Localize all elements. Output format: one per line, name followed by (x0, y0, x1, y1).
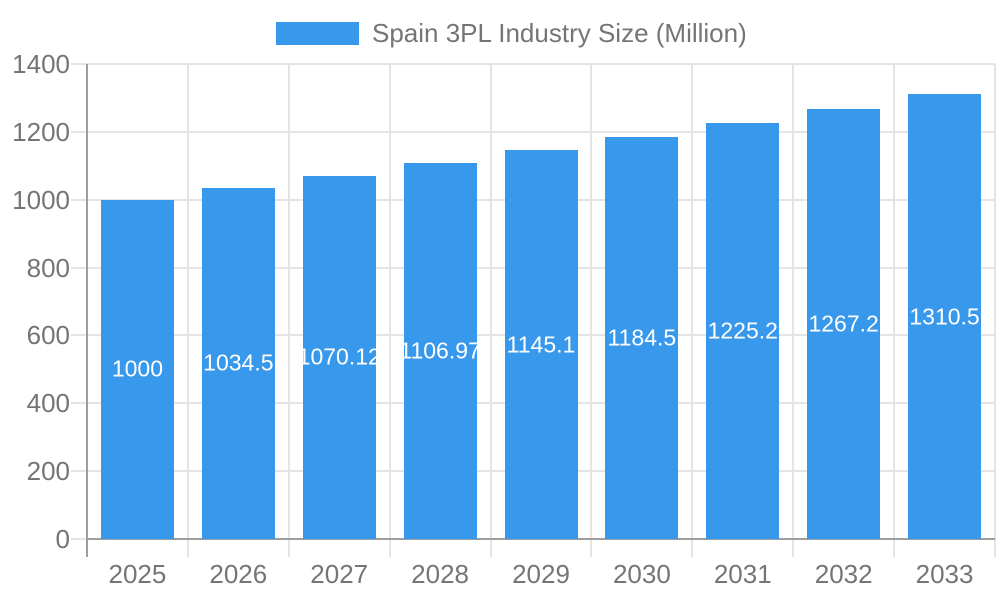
x-axis-tick-label: 2026 (209, 559, 268, 589)
x-axis-tick-label: 2029 (512, 559, 570, 589)
y-axis-tick-label: 400 (26, 388, 70, 419)
v-gridline (489, 64, 492, 557)
bar-value-label: 1070.12 (302, 343, 376, 370)
y-axis-tick-label: 1200 (12, 116, 70, 147)
bar-value-label: 1184.5 (607, 324, 677, 351)
legend-swatch-icon (276, 22, 359, 45)
x-axis-tick-label: 2031 (713, 559, 772, 589)
x-axis-tick-label: 2028 (411, 559, 470, 589)
h-gridline (71, 130, 995, 133)
x-axis-tick-label: 2027 (310, 559, 369, 589)
legend-series-label: Spain 3PL Industry Size (Million) (372, 18, 747, 48)
bar[interactable]: 1106.97 (403, 163, 477, 539)
y-axis-tick-label: 600 (26, 320, 70, 351)
x-axis-tick-label: 2032 (814, 559, 873, 589)
bar-value-label: 1267.2 (808, 310, 879, 337)
v-gridline (893, 64, 896, 557)
bar-value-label: 1000 (111, 355, 164, 382)
bar[interactable]: 1184.5 (605, 137, 679, 539)
bar-value-label: 1310.5 (909, 303, 980, 330)
bar-value-label: 1145.1 (506, 331, 576, 358)
v-gridline (287, 64, 290, 557)
chart-legend[interactable]: Spain 3PL Industry Size (Million) (276, 18, 747, 48)
x-axis-tick-label: 2030 (612, 559, 671, 589)
bar[interactable]: 1267.2 (807, 109, 881, 539)
h-gridline (71, 63, 995, 65)
bar[interactable]: 1000 (100, 199, 174, 539)
v-gridline (590, 64, 593, 557)
bar[interactable]: 1070.12 (302, 175, 376, 539)
x-axis-tick-label: 2025 (108, 559, 167, 589)
x-axis-line (87, 538, 995, 540)
bar[interactable]: 1310.5 (908, 94, 982, 539)
v-gridline (388, 64, 391, 557)
y-axis-tick-label: 800 (26, 252, 70, 283)
bar-value-label: 1225.2 (707, 317, 778, 344)
y-axis-tick-label: 200 (26, 456, 70, 487)
bar[interactable]: 1225.2 (706, 123, 780, 539)
v-gridline (186, 64, 189, 557)
v-gridline (994, 64, 996, 557)
bar-value-label: 1106.97 (403, 337, 477, 364)
x-axis-tick-label: 2033 (915, 559, 974, 589)
y-axis-tick-label: 1400 (12, 49, 70, 79)
v-gridline (792, 64, 795, 557)
bar-value-label: 1034.5 (203, 349, 274, 376)
v-gridline (691, 64, 694, 557)
y-axis-tick-label: 1000 (12, 184, 70, 215)
y-axis-tick-label: 0 (55, 524, 70, 554)
y-axis-line (86, 64, 88, 557)
bar[interactable]: 1034.5 (201, 188, 275, 539)
bar[interactable]: 1145.1 (504, 150, 578, 539)
